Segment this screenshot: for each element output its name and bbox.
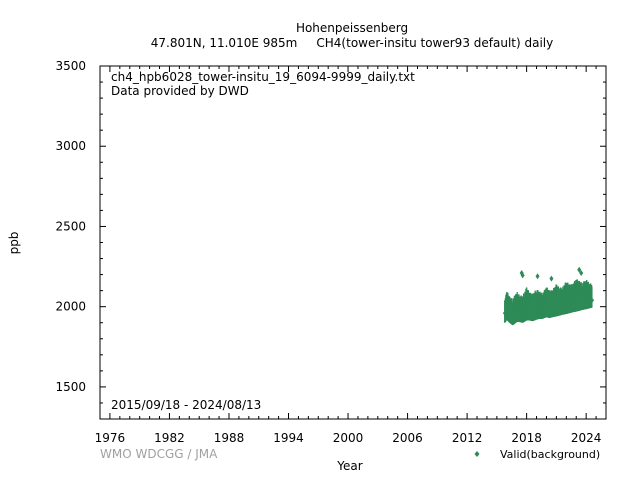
data-point bbox=[530, 310, 535, 316]
data-point bbox=[520, 312, 525, 318]
x-tick-label: 2006 bbox=[392, 431, 423, 445]
watermark: WMO WDCGG / JMA bbox=[100, 447, 218, 461]
x-tick-label: 2000 bbox=[333, 431, 364, 445]
y-tick-label: 1500 bbox=[55, 380, 86, 394]
y-axis: 1500 2000 2500 3000 3500 bbox=[55, 59, 606, 420]
outlier-point bbox=[549, 275, 554, 282]
data-point bbox=[577, 300, 582, 306]
y-tick-label: 3000 bbox=[55, 139, 86, 153]
y-tick-label: 2000 bbox=[55, 300, 86, 314]
data-point bbox=[547, 306, 552, 312]
data-point bbox=[537, 308, 542, 314]
chart-subtitle: 47.801N, 11.010E 985m CH4(tower-insitu t… bbox=[151, 36, 553, 50]
plot-frame bbox=[99, 65, 607, 420]
y-tick-label: 3500 bbox=[55, 59, 86, 73]
data-point bbox=[514, 305, 519, 311]
data-point bbox=[570, 300, 575, 306]
y-tick-label: 2500 bbox=[55, 219, 86, 233]
x-axis-label: Year bbox=[336, 459, 362, 473]
x-tick-label: 2012 bbox=[452, 431, 483, 445]
data-point bbox=[527, 308, 532, 314]
outlier-point bbox=[579, 269, 584, 276]
outlier-point bbox=[520, 272, 525, 279]
x-tick-label: 1988 bbox=[214, 431, 245, 445]
x-tick-label: 2024 bbox=[571, 431, 602, 445]
y-axis-label: ppb bbox=[7, 232, 21, 255]
data-point bbox=[580, 299, 585, 305]
x-tick-label: 1982 bbox=[154, 431, 185, 445]
data-point bbox=[560, 304, 565, 310]
data-point bbox=[524, 302, 529, 308]
outlier-point bbox=[577, 266, 582, 273]
data-point bbox=[544, 301, 549, 307]
x-tick-label: 1994 bbox=[273, 431, 304, 445]
data-point bbox=[502, 310, 507, 316]
legend: Valid(background) bbox=[474, 448, 600, 461]
date-range-annotation: 2015/09/18 - 2024/08/13 bbox=[111, 398, 261, 412]
data-point bbox=[554, 299, 559, 305]
chart-title: Hohenpeissenberg bbox=[296, 21, 408, 35]
x-tick-label: 2018 bbox=[511, 431, 542, 445]
data-point bbox=[574, 294, 579, 300]
provider-annotation: Data provided by DWD bbox=[111, 84, 249, 98]
outlier-point bbox=[535, 273, 540, 280]
file-name-annotation: ch4_hpb6028_tower-insitu_19_6094-9999_da… bbox=[111, 70, 415, 84]
x-tick-label: 1976 bbox=[95, 431, 126, 445]
data-point bbox=[590, 297, 595, 303]
data-point bbox=[507, 312, 512, 318]
data-point bbox=[540, 308, 545, 314]
legend-label: Valid(background) bbox=[500, 448, 600, 461]
plot-content bbox=[502, 266, 595, 326]
legend-marker bbox=[474, 451, 480, 457]
data-point bbox=[557, 304, 562, 310]
data-point bbox=[587, 297, 592, 303]
data-point bbox=[504, 304, 509, 310]
data-point bbox=[510, 315, 515, 321]
data-point bbox=[584, 292, 589, 298]
data-point bbox=[534, 304, 539, 310]
data-point bbox=[564, 297, 569, 303]
data-point bbox=[550, 306, 555, 312]
x-axis: 1976 1982 1988 1994 2000 2006 2012 2018 2024 bbox=[95, 66, 607, 445]
data-point bbox=[567, 302, 572, 308]
data-point bbox=[517, 310, 522, 316]
